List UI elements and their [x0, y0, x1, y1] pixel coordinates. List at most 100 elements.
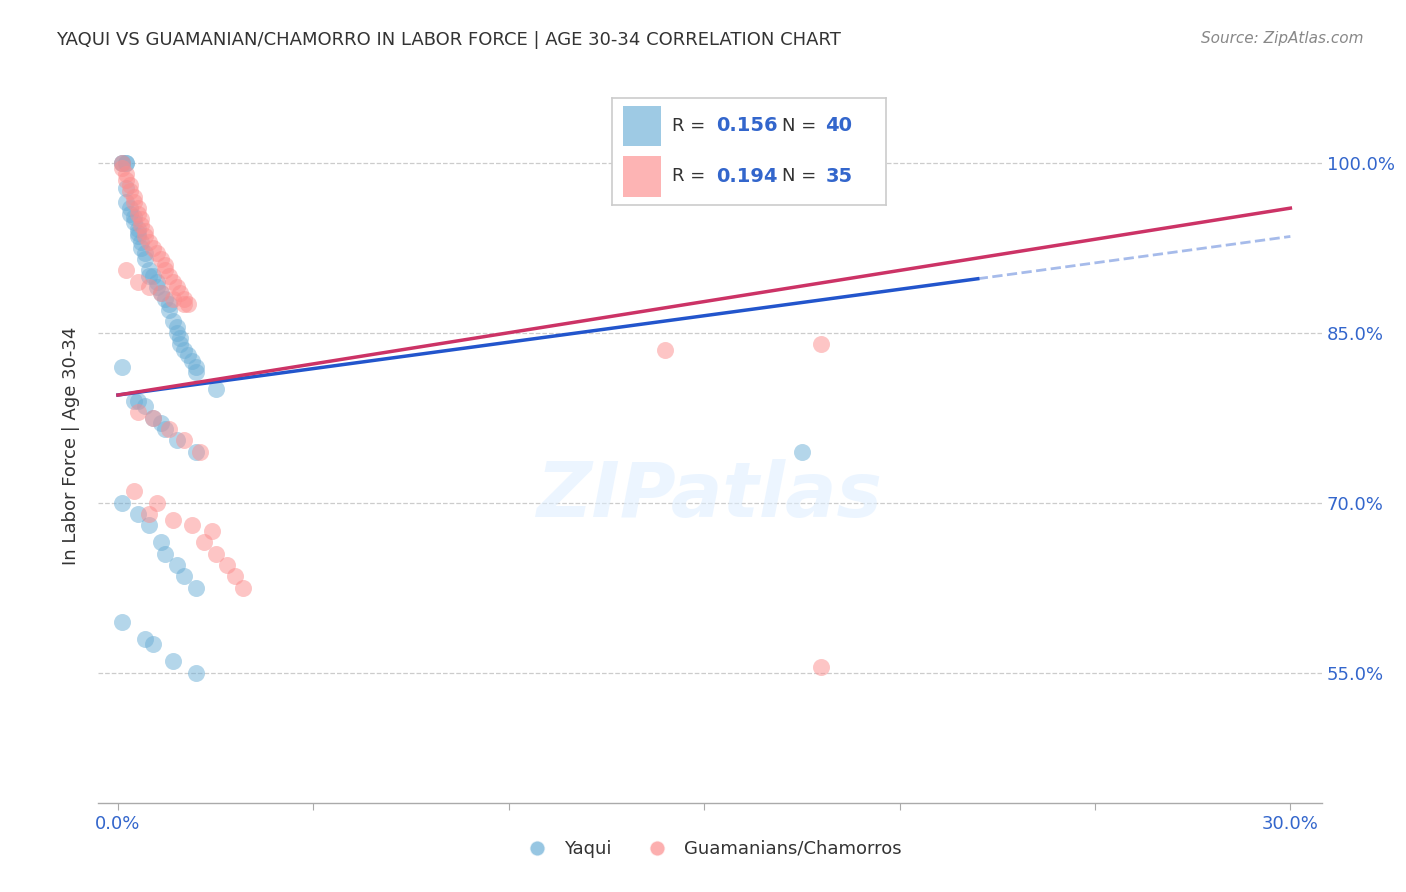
Bar — [623, 156, 661, 196]
Point — [166, 326, 188, 340]
Point — [127, 226, 149, 240]
Point — [134, 229, 156, 244]
Point — [146, 280, 169, 294]
Point — [169, 286, 191, 301]
Point — [173, 297, 195, 311]
Point — [166, 280, 188, 294]
Point — [127, 207, 149, 221]
Point — [157, 422, 180, 436]
Point — [114, 180, 136, 194]
Point — [166, 320, 188, 334]
Point — [127, 221, 149, 235]
Y-axis label: In Labor Force | Age 30-34: In Labor Force | Age 30-34 — [62, 326, 80, 566]
Point — [177, 348, 200, 362]
Text: Source: ZipAtlas.com: Source: ZipAtlas.com — [1201, 31, 1364, 46]
Point — [131, 218, 153, 232]
Point — [204, 383, 226, 397]
Point — [111, 161, 134, 176]
Point — [127, 229, 149, 244]
Bar — [623, 105, 661, 146]
Point — [138, 269, 160, 284]
Point — [111, 615, 134, 629]
Point — [134, 400, 156, 414]
Point — [122, 484, 145, 499]
Point — [114, 156, 136, 170]
Point — [232, 581, 254, 595]
Point — [157, 297, 180, 311]
Point — [177, 297, 200, 311]
Point — [810, 337, 832, 351]
Point — [162, 513, 184, 527]
Point — [810, 660, 832, 674]
Point — [134, 632, 156, 646]
Point — [146, 246, 169, 260]
Point — [153, 547, 176, 561]
Point — [188, 444, 211, 458]
Point — [131, 235, 153, 249]
Point — [162, 292, 184, 306]
Point — [204, 547, 226, 561]
Point — [173, 569, 195, 583]
Point — [114, 195, 136, 210]
Point — [173, 343, 195, 357]
Point — [153, 258, 176, 272]
Point — [149, 252, 172, 266]
Point — [149, 535, 172, 549]
Point — [134, 252, 156, 266]
Point — [122, 195, 145, 210]
Text: R =: R = — [672, 117, 711, 135]
Text: YAQUI VS GUAMANIAN/CHAMORRO IN LABOR FORCE | AGE 30-34 CORRELATION CHART: YAQUI VS GUAMANIAN/CHAMORRO IN LABOR FOR… — [56, 31, 841, 49]
Point — [153, 263, 176, 277]
Point — [138, 518, 160, 533]
Point — [114, 167, 136, 181]
Point — [111, 156, 134, 170]
Point — [153, 422, 176, 436]
Point — [138, 280, 160, 294]
Point — [153, 292, 176, 306]
Point — [127, 507, 149, 521]
Point — [122, 190, 145, 204]
Point — [162, 654, 184, 668]
Point — [114, 263, 136, 277]
Text: R =: R = — [672, 168, 711, 186]
Point — [138, 507, 160, 521]
Point — [127, 405, 149, 419]
Point — [122, 215, 145, 229]
Point — [184, 365, 207, 379]
Point — [118, 178, 141, 193]
Point — [134, 246, 156, 260]
Point — [162, 275, 184, 289]
Point — [111, 156, 134, 170]
Point — [118, 184, 141, 198]
Point — [173, 292, 195, 306]
Point — [111, 156, 134, 170]
Point — [142, 269, 165, 284]
Point — [111, 495, 134, 509]
Point — [149, 286, 172, 301]
Point — [142, 241, 165, 255]
Point — [111, 359, 134, 374]
Point — [149, 286, 172, 301]
Text: 0.156: 0.156 — [716, 117, 778, 136]
Point — [184, 444, 207, 458]
Point — [131, 241, 153, 255]
Text: N =: N = — [782, 168, 821, 186]
Point — [131, 212, 153, 227]
Point — [142, 410, 165, 425]
Point — [127, 201, 149, 215]
Text: 35: 35 — [825, 167, 852, 186]
Point — [217, 558, 239, 572]
Point — [114, 156, 136, 170]
Point — [122, 210, 145, 224]
Point — [181, 354, 204, 368]
Text: ZIPatlas: ZIPatlas — [537, 459, 883, 533]
Point — [138, 235, 160, 249]
Point — [134, 224, 156, 238]
Point — [138, 263, 160, 277]
Point — [142, 410, 165, 425]
Point — [118, 201, 141, 215]
Point — [114, 173, 136, 187]
Text: 0.194: 0.194 — [716, 167, 778, 186]
Point — [181, 518, 204, 533]
Point — [157, 269, 180, 284]
